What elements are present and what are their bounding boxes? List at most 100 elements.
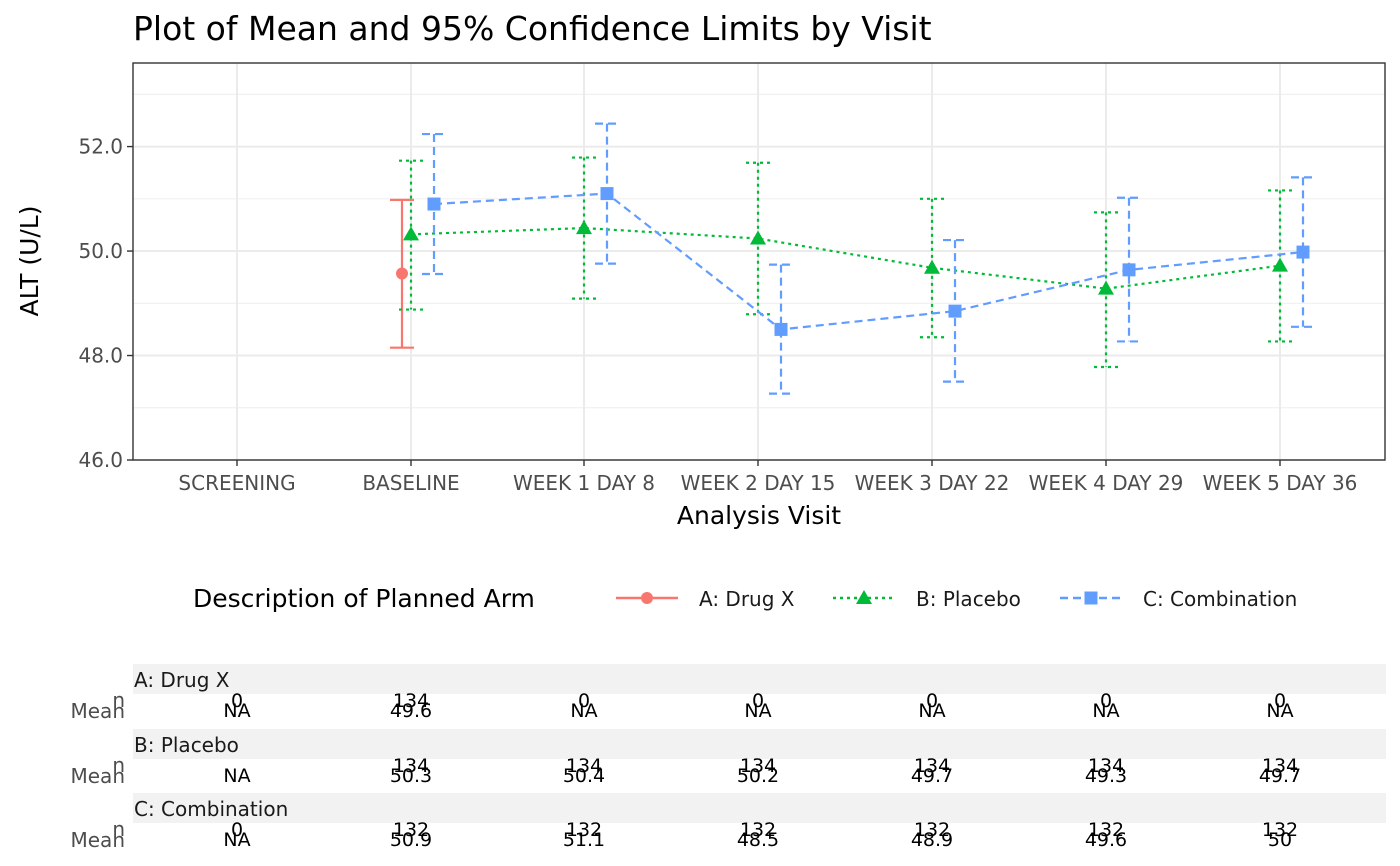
table-cell-mean: NA xyxy=(918,700,945,722)
table-strip xyxy=(133,664,1386,694)
series-2 xyxy=(399,156,1292,369)
x-axis-title: Analysis Visit xyxy=(677,501,841,530)
error-bar-2-5 xyxy=(920,197,944,339)
table-cell-n: 0 xyxy=(578,690,590,712)
table-cell-mean: 49.3 xyxy=(1085,765,1127,787)
table-row-label-mean: Mean xyxy=(71,764,126,788)
table-cell-n: 0 xyxy=(752,690,764,712)
table-cell-n: 134 xyxy=(393,690,429,712)
series-line-2 xyxy=(410,226,1281,290)
data-point-2-2 xyxy=(403,226,419,241)
table-cell-mean: 50.9 xyxy=(390,829,432,851)
legend-key-marker-2 xyxy=(856,590,872,604)
data-point-3-2 xyxy=(427,197,441,211)
data-point-2-3 xyxy=(576,220,592,235)
table-cell-n: 0 xyxy=(1100,690,1112,712)
table-strip-label: C: Combination xyxy=(134,797,288,821)
table-cell-mean: 48.9 xyxy=(911,829,953,851)
table-cell-n: 132 xyxy=(1088,819,1124,841)
table-row-label-mean: Mean xyxy=(71,828,126,852)
table-cell-mean: 49.7 xyxy=(1259,765,1301,787)
y-tick-label: 46.0 xyxy=(78,448,123,472)
table-strip xyxy=(133,793,1386,823)
y-tick-label: 50.0 xyxy=(78,239,123,263)
data-point-3-4 xyxy=(774,322,788,336)
panel-border xyxy=(132,62,1386,461)
table-cell-mean: 49.6 xyxy=(390,700,432,722)
table-row-label-mean: Mean xyxy=(71,699,126,723)
data-point-3-6 xyxy=(1122,263,1136,277)
legend-key-marker-3 xyxy=(1084,591,1098,605)
y-tick-label: 48.0 xyxy=(78,344,123,368)
error-bar-2-2 xyxy=(399,159,423,311)
table-strip xyxy=(133,729,1386,759)
data-point-2-4 xyxy=(750,230,766,245)
chart-title: Plot of Mean and 95% Confidence Limits b… xyxy=(133,9,932,48)
x-tick-label: WEEK 2 DAY 15 xyxy=(681,471,836,495)
data-point-3-7 xyxy=(1296,245,1310,259)
table-cell-mean: NA xyxy=(223,829,250,851)
table-cell-mean: 50.4 xyxy=(563,765,605,787)
table-cell-mean: NA xyxy=(1092,700,1119,722)
table-cell-mean: 49.7 xyxy=(911,765,953,787)
table-cell-n: 0 xyxy=(231,819,243,841)
table-row-label-n: n xyxy=(112,817,125,841)
table-cell-n: 0 xyxy=(926,690,938,712)
legend-label-1: A: Drug X xyxy=(699,587,795,611)
table-cell-mean: 48.5 xyxy=(737,829,779,851)
table-row-label-n: n xyxy=(112,688,125,712)
table-cell-mean: 50.2 xyxy=(737,765,779,787)
table-cell-mean: 50.3 xyxy=(390,765,432,787)
x-axis: SCREENING BASELINE WEEK 1 DAY 8 WEEK 2 DAY … xyxy=(178,460,1357,495)
error-bar-3-7 xyxy=(1291,176,1315,328)
data-point-1-2 xyxy=(396,267,408,280)
error-bar-2-4 xyxy=(746,161,770,316)
data-point-2-6 xyxy=(1098,280,1114,295)
legend-label-2: B: Placebo xyxy=(916,587,1021,611)
error-bar-3-4 xyxy=(769,263,793,395)
table-row-label-n: n xyxy=(112,753,125,777)
y-axis-title: ALT (U/L) xyxy=(15,206,44,317)
table-cell-n: 134 xyxy=(740,755,776,777)
legend: Description of Planned Arm A: Drug X B: Pl… xyxy=(193,584,1297,613)
data-point-2-5 xyxy=(924,259,940,274)
table-cell-n: 132 xyxy=(740,819,776,841)
table-cell-n: 132 xyxy=(566,819,602,841)
series-1 xyxy=(390,198,414,349)
table-cell-n: 0 xyxy=(1274,690,1286,712)
y-tick-label: 52.0 xyxy=(78,135,123,159)
x-tick-label: WEEK 1 DAY 8 xyxy=(513,471,655,495)
table-cell-n: 134 xyxy=(393,755,429,777)
legend-title: Description of Planned Arm xyxy=(193,584,535,613)
x-tick-label: WEEK 4 DAY 29 xyxy=(1029,471,1184,495)
table-cell-mean: NA xyxy=(744,700,771,722)
table-cell-n: 134 xyxy=(1262,755,1298,777)
table-cell-n: 0 xyxy=(231,690,243,712)
table-cell-mean: 51.1 xyxy=(563,829,605,851)
table-strip-label: B: Placebo xyxy=(134,733,239,757)
table-cell-n: 132 xyxy=(1262,819,1298,841)
legend-key-marker-1 xyxy=(641,592,653,604)
table-cell-mean: 50 xyxy=(1268,829,1292,851)
table-strip-label: A: Drug X xyxy=(134,668,230,692)
data-point-3-3 xyxy=(600,187,614,201)
data-point-2-7 xyxy=(1272,257,1288,272)
table-cell-mean: NA xyxy=(1266,700,1293,722)
table-cell-mean: NA xyxy=(223,765,250,787)
legend-label-3: C: Combination xyxy=(1143,587,1297,611)
x-tick-label: WEEK 5 DAY 36 xyxy=(1203,471,1358,495)
table-cell-mean: NA xyxy=(223,700,250,722)
table-cell-n: 134 xyxy=(1088,755,1124,777)
y-axis: 46.0 48.0 50.0 52.0 xyxy=(78,135,133,472)
table-cell-n: 134 xyxy=(566,755,602,777)
series-line-3 xyxy=(433,192,1304,331)
x-tick-label: BASELINE xyxy=(362,471,459,495)
series-layer xyxy=(390,122,1315,395)
data-point-3-5 xyxy=(948,304,962,318)
table-cell-n: 132 xyxy=(393,819,429,841)
